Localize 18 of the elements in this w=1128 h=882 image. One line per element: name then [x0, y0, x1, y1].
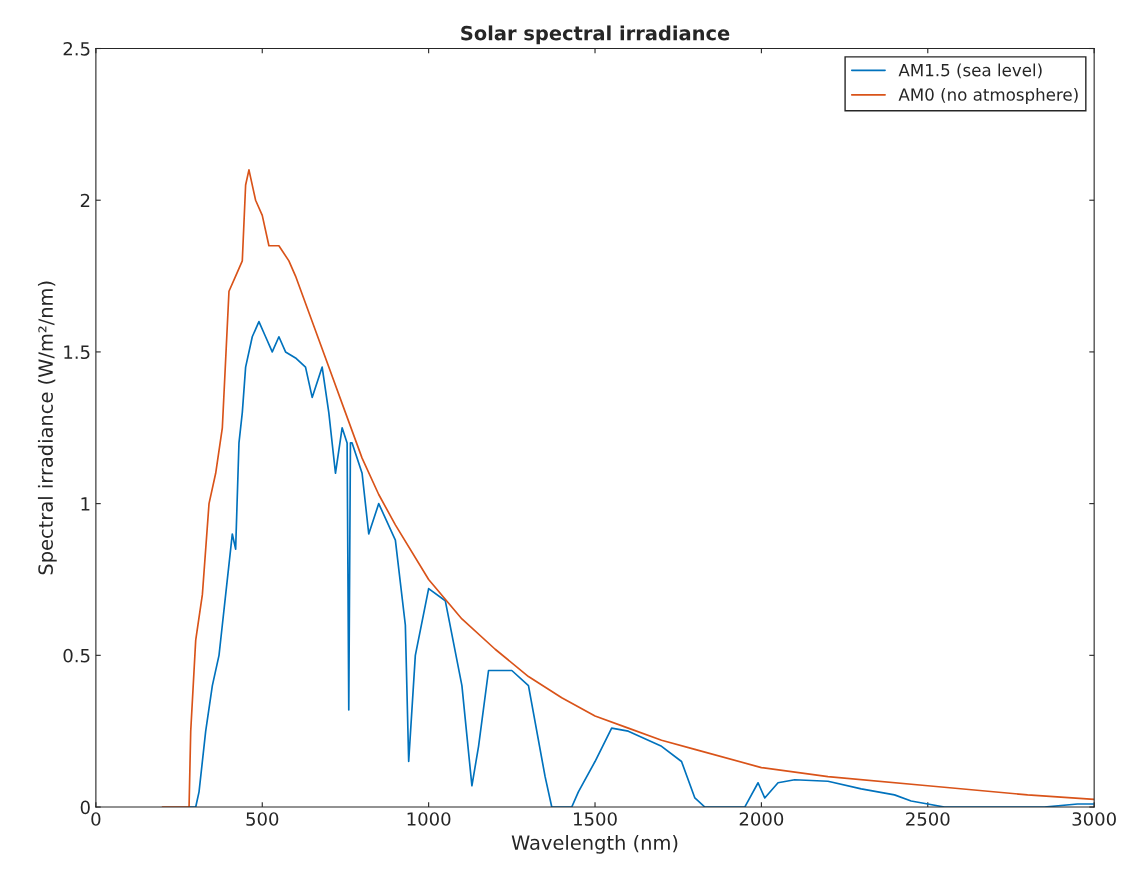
y-tick-label: 2.5: [63, 41, 90, 56]
x-tick-label: 3000: [1072, 812, 1116, 826]
chart-title: Solar spectral irradiance: [461, 25, 730, 45]
y-tick-label: 1: [81, 497, 90, 511]
x-tick-label: 1500: [574, 812, 617, 826]
legend-label: AM0 (no atmosphere): [898, 87, 1078, 105]
y-tick-label: 2: [80, 193, 90, 208]
x-tick-label: 500: [246, 812, 279, 826]
x-axis-title: Wavelength (nm): [511, 834, 678, 854]
x-tick-label: 2000: [739, 812, 784, 826]
legend-label: AM1.5 (sea level): [898, 63, 1042, 79]
x-tick-label: 2500: [906, 812, 950, 826]
y-tick-label: 1.5: [64, 345, 90, 360]
x-tick-label: 0: [91, 812, 101, 826]
y-tick-label: 0: [80, 800, 90, 815]
y-tick-label: 0.5: [63, 648, 90, 663]
y-axis-title: Spectral irradiance (W/m²/nm): [37, 281, 57, 575]
x-tick-label: 1000: [407, 812, 451, 826]
